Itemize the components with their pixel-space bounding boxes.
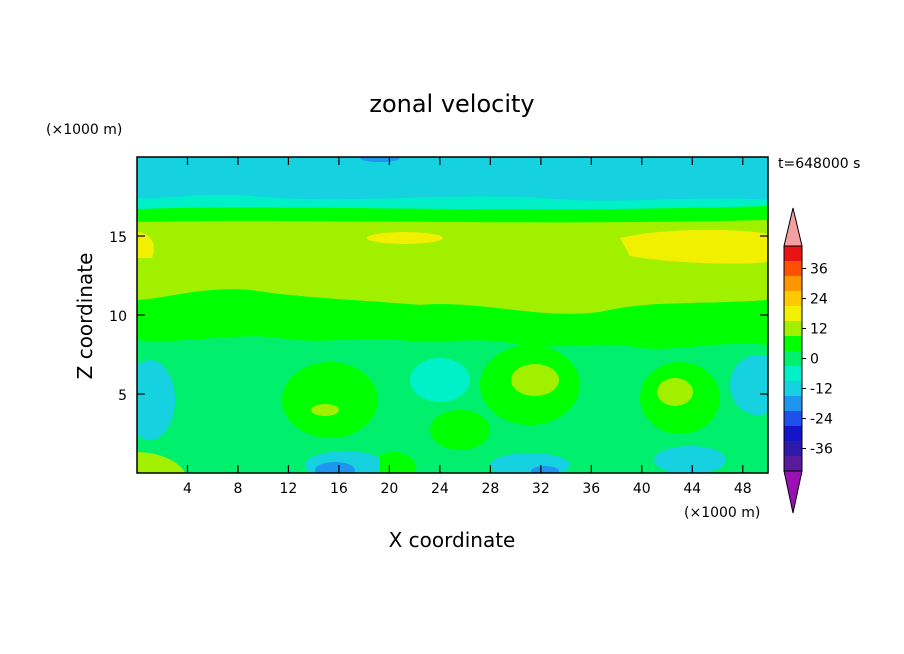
y-unit-label: (×1000 m): [46, 122, 122, 138]
colorbar-swatch: [784, 276, 802, 291]
field-yellow-right: [620, 229, 768, 264]
y-tick-label: 10: [109, 309, 127, 325]
x-tick-label: 24: [431, 481, 449, 497]
x-axis: 4 8 12 16 20 24 28 32 36 40 44 48: [183, 157, 752, 497]
y-axis: 5 10 15: [109, 230, 768, 404]
y-tick-label: 15: [109, 230, 127, 246]
x-tick-label: 36: [582, 481, 600, 497]
field-top-blue: [360, 157, 400, 162]
field-green-band: [137, 206, 768, 224]
colorbar-swatch: [784, 306, 802, 321]
field-yellow-left: [137, 232, 155, 258]
x-tick-label: 32: [532, 481, 550, 497]
field-yellow-bottom-left: [137, 452, 185, 473]
x-tick-label: 40: [633, 481, 651, 497]
field-yellowgreen: [137, 220, 768, 314]
field-cyan-bottom-3: [654, 446, 726, 473]
colorbar-swatch: [784, 291, 802, 306]
field-cyan-mid: [410, 358, 470, 402]
colorbar: 36 24 12 0 -12 -24 -36: [783, 207, 833, 514]
field-top-cyan: [137, 157, 768, 201]
field-cyan-left: [137, 360, 175, 440]
x-tick-label: 12: [280, 481, 298, 497]
colorbar-swatch: [784, 261, 802, 276]
x-tick-label: 44: [683, 481, 701, 497]
colorbar-tick-label: -12: [810, 382, 833, 398]
colorbar-over-triangle: [783, 207, 803, 247]
colorbar-tick-label: 0: [810, 352, 819, 368]
x-tick-label: 48: [734, 481, 752, 497]
x-tick-label: 28: [481, 481, 499, 497]
field-blue-bottom-2: [531, 466, 559, 473]
colorbar-swatch: [784, 426, 802, 441]
colorbar-under-triangle: [783, 470, 803, 514]
colorbar-swatch: [784, 456, 802, 471]
y-axis-label: Z coordinate: [73, 253, 97, 380]
colorbar-swatch: [784, 321, 802, 336]
field-blue-bottom-1: [315, 462, 355, 473]
x-tick-label: 4: [183, 481, 192, 497]
colorbar-tick-label: -36: [810, 442, 833, 458]
field-green-blob-1: [282, 362, 378, 438]
colorbar-swatch: [784, 246, 802, 261]
colorbar-swatch: [784, 441, 802, 456]
colorbar-swatch: [784, 366, 802, 381]
x-tick-label: 8: [233, 481, 242, 497]
x-axis-label: X coordinate: [389, 528, 516, 552]
colorbar-swatch: [784, 336, 802, 351]
colorbar-swatch: [784, 351, 802, 366]
field-yellow-blob-1: [511, 364, 559, 396]
time-label: t=648000 s: [778, 156, 860, 172]
field-cyan-right: [730, 355, 768, 415]
colorbar-tick-label: 36: [810, 262, 828, 278]
colorbar-tick-label: 24: [810, 292, 828, 308]
field-green-blob-4: [430, 410, 490, 450]
x-tick-label: 20: [380, 481, 398, 497]
field-yellow-blob-3: [311, 404, 339, 416]
x-tick-label: 16: [330, 481, 348, 497]
field-yellow-center: [367, 232, 443, 244]
colorbar-tick-label: 12: [810, 322, 828, 338]
colorbar-tick-label: -24: [810, 412, 833, 428]
field-green-mid: [137, 289, 768, 349]
y-tick-label: 5: [118, 388, 127, 404]
x-unit-label: (×1000 m): [684, 505, 760, 521]
chart-title: zonal velocity: [369, 90, 534, 118]
colorbar-swatch: [784, 396, 802, 411]
colorbar-swatch: [784, 381, 802, 396]
field-yellow-blob-2: [657, 378, 693, 406]
contour-field: [136, 156, 769, 474]
colorbar-swatch: [784, 411, 802, 426]
